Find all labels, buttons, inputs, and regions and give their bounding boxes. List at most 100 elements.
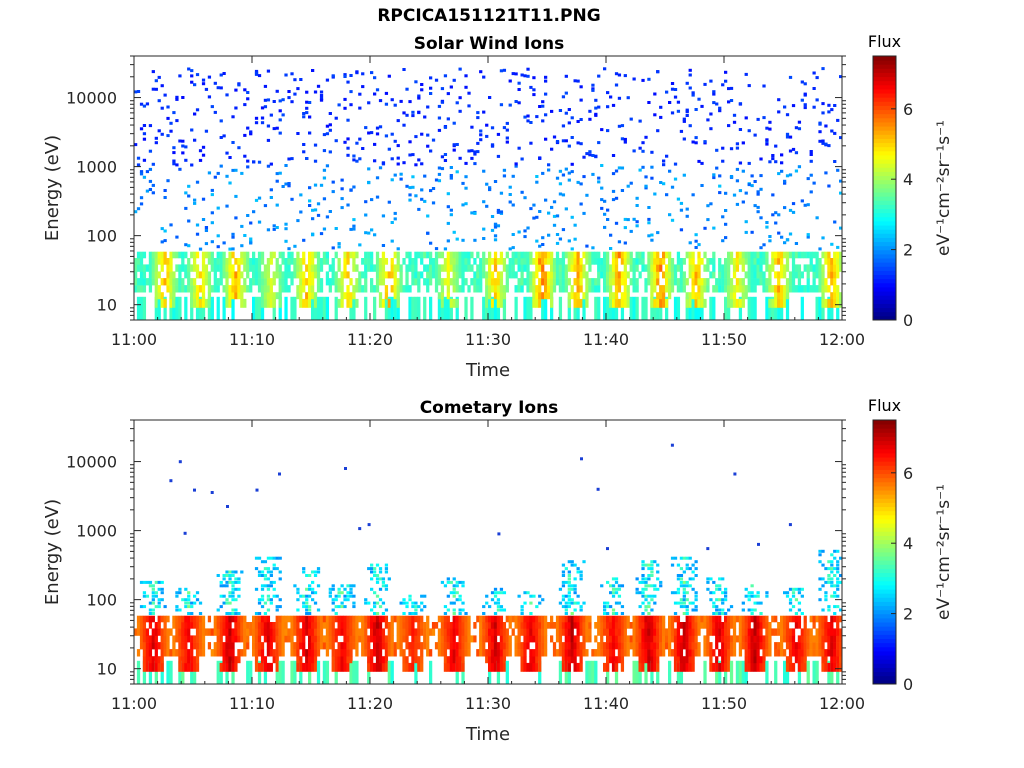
spectrogram-cell <box>718 264 722 272</box>
spectrogram-cell <box>234 622 238 629</box>
spectrogram-cell <box>732 298 737 308</box>
spectrogram-cell <box>384 622 389 629</box>
spectrogram-cell <box>417 605 421 609</box>
spectrogram-cell <box>134 278 138 286</box>
spectrogram-cell <box>550 292 554 300</box>
spectrogram-cell <box>694 594 698 598</box>
spectrogram-cell <box>408 649 412 657</box>
spectrogram-cell <box>272 628 276 636</box>
spectrogram-cell <box>163 229 167 233</box>
spectrogram-cell <box>260 605 265 609</box>
spectrogram-cell <box>440 580 445 584</box>
spectrogram-cell <box>263 660 268 684</box>
spectrogram-cell <box>550 285 554 293</box>
spectrogram-cell <box>827 580 831 584</box>
spectrogram-cell <box>544 292 548 300</box>
spectrogram-cell <box>440 635 445 643</box>
spectrogram-cell <box>564 74 568 78</box>
spectrogram-cell <box>514 251 518 259</box>
spectrogram-cell <box>827 649 831 657</box>
spectrogram-cell <box>839 179 843 183</box>
spectrogram-cell <box>213 175 217 179</box>
spectrogram-cell <box>603 601 607 605</box>
spectrogram-cell <box>490 628 495 636</box>
spectrogram-cell <box>538 635 542 643</box>
colorbar-swatch <box>873 126 896 131</box>
spectrogram-cell <box>670 264 675 272</box>
spectrogram-cell <box>727 656 731 664</box>
spectrogram-cell <box>139 278 144 286</box>
spectrogram-cell <box>567 656 571 664</box>
spectrogram-cell <box>694 622 698 629</box>
spectrogram-cell <box>785 278 790 286</box>
spectrogram-cell <box>467 642 471 650</box>
spectrogram-cell <box>334 116 338 120</box>
spectrogram-cell <box>252 258 256 265</box>
spectrogram-cell <box>538 292 542 300</box>
spectrogram-cell <box>573 264 577 272</box>
spectrogram-cell <box>452 608 456 612</box>
spectrogram-cell <box>676 642 681 650</box>
spectrogram-cell <box>228 649 232 657</box>
panel-title: Solar Wind Ions <box>414 34 565 54</box>
spectrogram-cell <box>668 649 672 657</box>
spectrogram-cell <box>257 196 262 200</box>
spectrogram-cell <box>488 251 492 259</box>
spectrogram-cell <box>278 285 282 293</box>
spectrogram-cell <box>381 584 386 588</box>
spectrogram-cell <box>210 258 214 265</box>
spectrogram-cell <box>393 103 397 107</box>
spectrogram-cell <box>650 656 654 664</box>
spectrogram-cell <box>458 649 462 657</box>
spectrogram-cell <box>830 296 834 320</box>
spectrogram-cell <box>219 271 223 279</box>
spectrogram-cell <box>753 601 757 605</box>
spectrogram-cell <box>160 84 164 88</box>
spectrogram-cell <box>181 656 185 664</box>
spectrogram-cell <box>482 628 486 636</box>
spectrogram-cell <box>455 656 459 664</box>
spectrogram-cell <box>355 660 359 684</box>
spectrogram-cell <box>373 92 377 96</box>
spectrogram-cell <box>797 278 802 286</box>
spectrogram-cell <box>561 574 566 577</box>
spectrogram-cell <box>709 662 713 672</box>
spectrogram-cell <box>815 628 819 636</box>
spectrogram-cell <box>502 285 507 293</box>
spectrogram-cell <box>328 278 332 286</box>
spectrogram-cell <box>231 656 235 664</box>
spectrogram-cell <box>452 121 456 125</box>
spectrogram-cell <box>668 622 672 629</box>
spectrogram-cell <box>384 642 389 650</box>
spectrogram-cell <box>552 649 557 657</box>
spectrogram-cell <box>331 601 335 605</box>
spectrogram-cell <box>818 615 822 623</box>
spectrogram-cell <box>142 264 147 272</box>
spectrogram-cell <box>567 580 571 584</box>
spectrogram-cell <box>609 635 613 643</box>
spectrogram-cell <box>252 264 256 272</box>
colorbar-swatch <box>873 282 896 288</box>
spectrogram-cell <box>178 587 182 591</box>
spectrogram-cell <box>343 605 347 609</box>
spectrogram-cell <box>718 608 722 612</box>
spectrogram-cell <box>225 660 229 684</box>
spectrogram-cell <box>331 587 335 591</box>
spectrogram-cell <box>311 208 315 212</box>
spectrogram-cell <box>523 656 527 664</box>
spectrogram-cell <box>154 298 158 308</box>
spectrogram-cell <box>780 271 784 279</box>
spectrogram-cell <box>629 622 633 629</box>
spectrogram-cell <box>169 121 173 125</box>
spectrogram-cell <box>715 148 719 152</box>
spectrogram-cell <box>724 612 728 615</box>
spectrogram-cell <box>561 622 566 629</box>
spectrogram-cell <box>632 660 636 684</box>
spectrogram-cell <box>753 628 757 636</box>
spectrogram-cell <box>142 622 147 629</box>
spectrogram-cell <box>821 285 825 293</box>
spectrogram-cell <box>405 251 409 259</box>
spectrogram-cell <box>759 216 763 220</box>
spectrogram-cell <box>151 642 155 650</box>
spectrogram-cell <box>753 271 757 279</box>
